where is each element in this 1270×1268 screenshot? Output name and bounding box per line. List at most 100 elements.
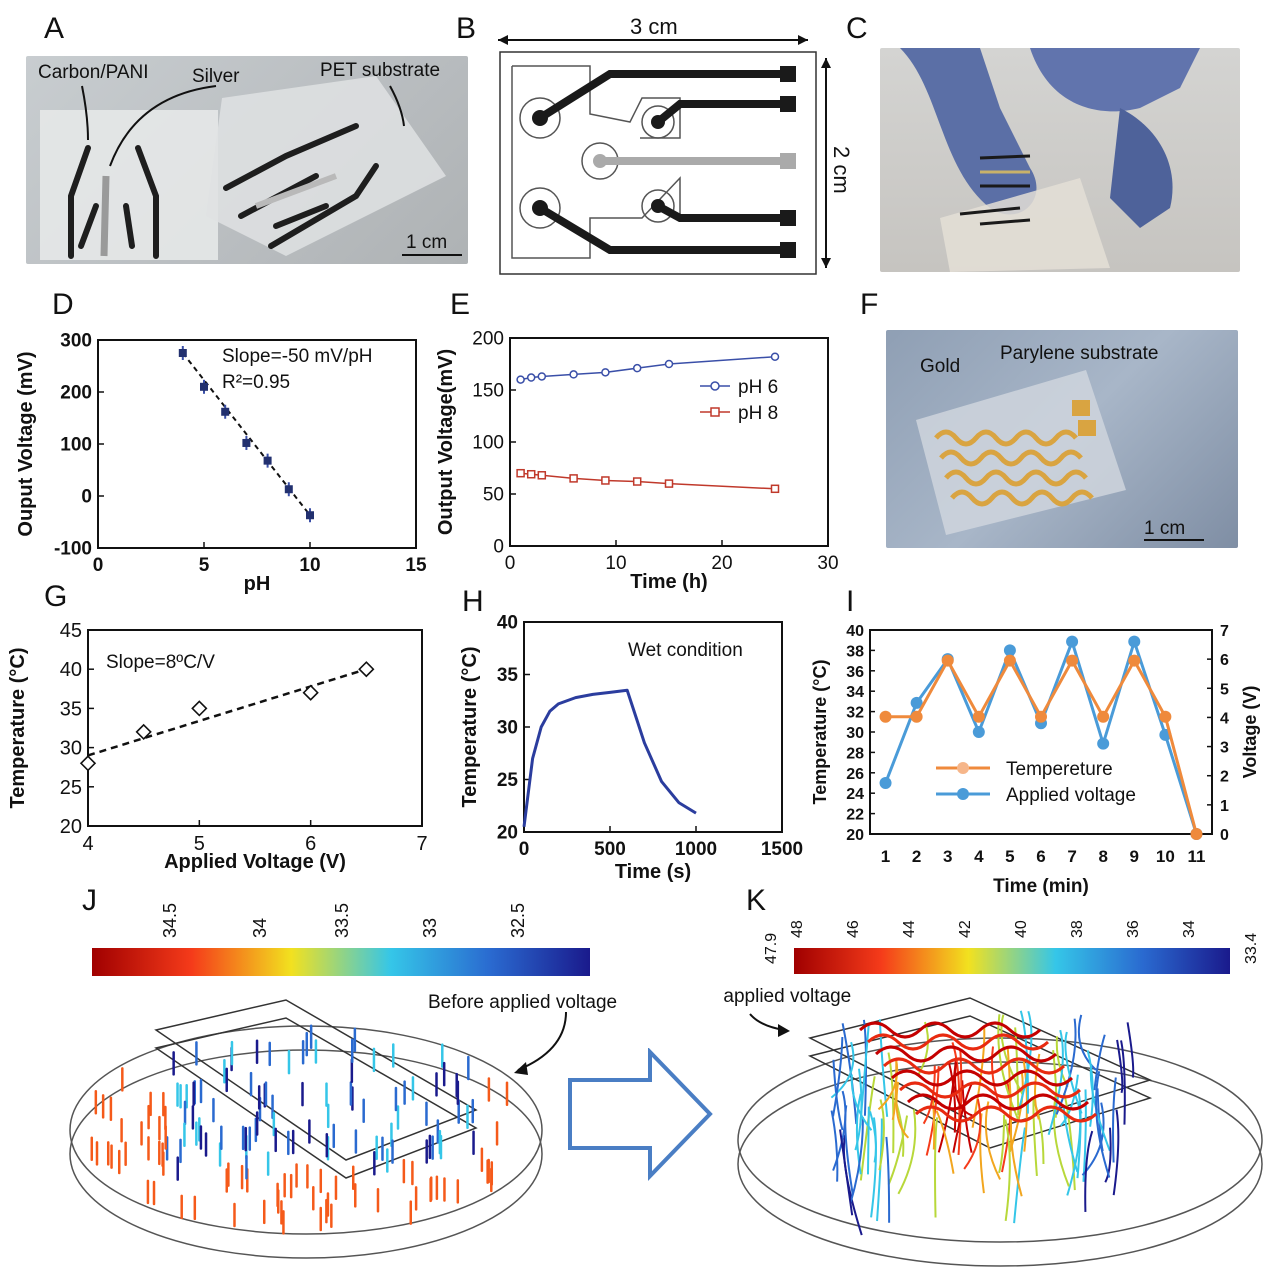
streamline — [866, 1106, 870, 1175]
streamline — [931, 1096, 936, 1150]
x-tick-label: 500 — [594, 839, 626, 860]
panel-label-j: J — [82, 884, 97, 917]
series-line-ph6 — [520, 355, 776, 381]
legend-label: pH 6 — [738, 377, 778, 398]
x-tick-label: 4 — [82, 833, 93, 855]
label-pet-substrate: PET substrate — [320, 60, 441, 81]
x-axis-label: Time (h) — [630, 571, 707, 593]
streamline — [1019, 1010, 1029, 1114]
streamline — [998, 1114, 1006, 1174]
legend-marker — [710, 407, 720, 417]
x-tick-label: 8 — [1098, 847, 1107, 866]
data-point — [1066, 635, 1079, 648]
data-point — [1128, 654, 1141, 667]
streamline — [984, 1101, 1001, 1180]
panel-j-simulation: 34.5 34 33.5 33 32.5 Before applied voltage — [69, 903, 617, 1259]
data-point — [135, 723, 152, 741]
x-tick-label: 9 — [1130, 847, 1139, 866]
sensor-photo-a — [40, 76, 462, 260]
data-point — [1190, 828, 1203, 840]
data-point — [537, 471, 547, 480]
x-tick-label: 0 — [93, 555, 104, 576]
height-label: 2 cm — [829, 146, 852, 194]
colorbar-tick-label: 33 — [420, 918, 440, 938]
data-point — [1003, 644, 1016, 657]
x-axis-label: Applied Voltage (V) — [164, 851, 346, 873]
y2-tick-label: 0 — [1220, 827, 1229, 844]
x-tick-label: 4 — [974, 847, 984, 866]
x-tick-label: 7 — [1067, 847, 1076, 866]
streamline — [887, 1115, 909, 1185]
x-tick-label: 5 — [194, 833, 205, 855]
data-point — [664, 359, 674, 369]
y-axis-label: Temperature (°C) — [7, 648, 29, 809]
streamline — [1112, 1077, 1117, 1163]
streamline — [1059, 1074, 1079, 1127]
data-point — [79, 755, 97, 772]
x-tick-label: 20 — [711, 553, 732, 574]
label-scale-f: 1 cm — [1144, 518, 1186, 539]
data-point — [242, 438, 251, 447]
y-tick-label: 26 — [846, 766, 864, 783]
y-tick-label: 50 — [483, 485, 504, 506]
streamline — [878, 1019, 889, 1117]
legend-label: pH 8 — [738, 403, 778, 424]
y2-tick-label: 3 — [1220, 740, 1229, 757]
y-tick-label: 40 — [846, 623, 864, 640]
colorbar-tick-label: 34 — [1181, 920, 1198, 938]
streamline — [1112, 1109, 1120, 1196]
heater-trace — [898, 1081, 1082, 1099]
y-tick-label: -100 — [54, 539, 92, 560]
y-axis-label: Output Voltage(mV) — [435, 349, 457, 535]
heater-trace — [890, 1069, 1074, 1087]
r2-annotation: R²=0.95 — [222, 372, 290, 393]
y-tick-label: 30 — [60, 738, 82, 760]
panel-a-photo — [26, 56, 468, 264]
data-point — [537, 372, 547, 381]
x-tick-label: 30 — [817, 553, 838, 574]
streamline — [1084, 1130, 1094, 1212]
y-axis-label: Temperature (°C) — [459, 647, 481, 808]
y-tick-label: 32 — [846, 705, 864, 722]
streamline — [830, 1110, 839, 1182]
y-tick-label: 300 — [60, 331, 92, 352]
colorbar-tick-label: 34 — [250, 918, 270, 938]
data-point — [910, 696, 923, 709]
x-tick-label: 11 — [1187, 847, 1205, 866]
heater-trace — [914, 1105, 1098, 1123]
streamline — [854, 1068, 863, 1151]
panel-b-schematic: 3 cm 2 cm — [498, 18, 852, 275]
data-point — [263, 456, 272, 465]
panel-f-photo — [886, 330, 1238, 548]
colorbar-tick-label: 44 — [901, 920, 918, 938]
y-tick-label: 20 — [60, 816, 82, 838]
panel-label-d: D — [52, 288, 74, 321]
data-point — [972, 710, 985, 723]
colorbar-tick-label: 48 — [789, 920, 806, 938]
label-gold: Gold — [920, 356, 961, 377]
heater-trace — [874, 1045, 1058, 1063]
y-tick-label: 35 — [60, 698, 82, 720]
streamline — [1063, 1092, 1076, 1191]
y-axis-label: Ouput Voltage (mV) — [15, 351, 37, 536]
panel-label-k: K — [746, 884, 767, 917]
panel-label-f: F — [860, 288, 879, 321]
series-line-ph8 — [520, 472, 776, 490]
y-tick-label: 20 — [497, 823, 518, 844]
x-tick-label: 10 — [1156, 847, 1175, 866]
legend-label: Tempereture — [1006, 759, 1113, 780]
y-tick-label: 40 — [60, 659, 82, 681]
y-tick-label: 38 — [846, 643, 864, 660]
data-point — [941, 654, 954, 667]
y-tick-label: 0 — [81, 487, 92, 508]
streamline — [925, 1066, 940, 1156]
chart-e: 0 10 20 30 0 50 100 150 200 Time (h) Output Voltag… — [435, 329, 839, 593]
colorbar-tick-label: 38 — [1069, 920, 1086, 938]
data-point — [770, 352, 780, 361]
panel-label-b: B — [456, 12, 477, 45]
data-point — [516, 375, 525, 384]
streamline — [1082, 1089, 1087, 1182]
streamline — [895, 1081, 910, 1139]
x-tick-label: 2 — [912, 847, 921, 866]
